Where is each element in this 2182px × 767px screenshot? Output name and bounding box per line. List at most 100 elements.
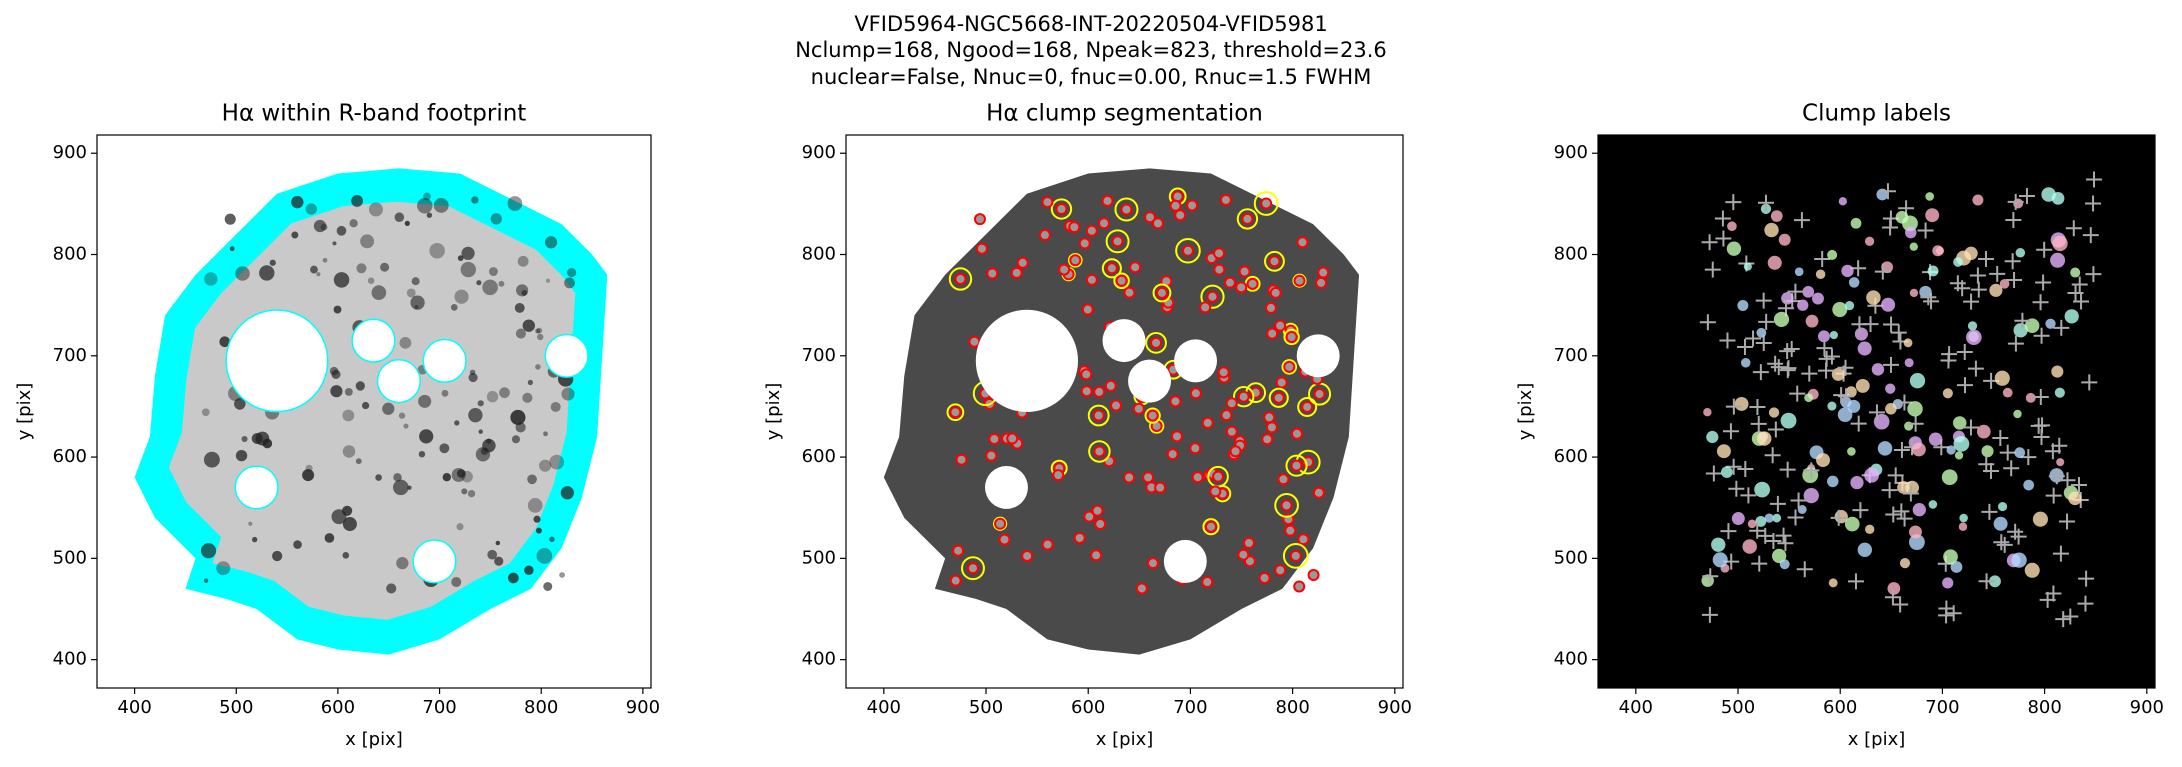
- source: [368, 202, 383, 217]
- source: [494, 556, 504, 566]
- y-tick-label: 800: [53, 244, 87, 265]
- peak: [1701, 234, 1718, 251]
- source: [403, 423, 409, 429]
- peak: [1992, 429, 2009, 446]
- peak: [1999, 444, 2016, 461]
- clump: [1274, 564, 1287, 577]
- source: [487, 549, 498, 560]
- source: [234, 398, 246, 410]
- clump: [1225, 425, 1238, 438]
- source: [490, 213, 502, 225]
- clump: [1243, 537, 1256, 550]
- clump-label: [1895, 210, 1909, 224]
- peak: [2070, 477, 2087, 494]
- clump-label: [1854, 327, 1868, 341]
- source: [382, 402, 395, 415]
- clump-label: [1847, 399, 1861, 413]
- clump-label: [1805, 314, 1819, 328]
- source: [367, 277, 375, 285]
- source: [219, 336, 231, 348]
- clump-label: [1703, 408, 1712, 417]
- clump-label: [2054, 387, 2065, 398]
- source: [252, 536, 258, 543]
- clump: [1110, 399, 1123, 412]
- clump: [1038, 229, 1051, 242]
- source: [410, 295, 425, 310]
- clump-region: [1175, 237, 1201, 264]
- figure-title: nuclear=False, Nnuc=0, fnuc=0.00, Rnuc=1…: [811, 65, 1372, 89]
- clump: [1006, 432, 1019, 445]
- clump: [1151, 217, 1164, 230]
- peak: [2039, 591, 2056, 608]
- clump-label: [1904, 358, 1914, 368]
- source: [426, 212, 433, 218]
- panel: 400 500 600 700 800 900 400 500 600 700 800 900 Hα c…: [763, 101, 1412, 751]
- clump-label: [1909, 242, 1918, 251]
- clump-label: [1989, 575, 2001, 588]
- source: [201, 408, 210, 417]
- peak: [1787, 283, 1804, 300]
- source: [536, 548, 553, 564]
- clump: [1266, 327, 1279, 340]
- source: [407, 485, 412, 490]
- peak: [2086, 171, 2103, 188]
- clump-label: [1857, 542, 1872, 557]
- x-axis-label: x [pix]: [1096, 729, 1154, 750]
- source: [229, 246, 235, 252]
- source: [398, 412, 406, 419]
- clump-label: [1997, 501, 2008, 512]
- clump: [1171, 190, 1184, 203]
- clump: [968, 335, 981, 348]
- clump-label: [1816, 453, 1831, 468]
- source: [527, 498, 543, 513]
- peak: [1850, 415, 1867, 432]
- clump-region: [1281, 359, 1298, 375]
- mask: [1163, 539, 1207, 583]
- clump-label: [1881, 261, 1894, 274]
- clump-label: [1754, 481, 1770, 498]
- peak: [1890, 324, 1907, 341]
- mask: [984, 465, 1028, 509]
- clump: [1073, 531, 1086, 544]
- clump: [1189, 387, 1202, 400]
- peak: [2077, 595, 2094, 612]
- clump: [1169, 199, 1182, 212]
- source: [536, 327, 543, 334]
- peak: [1956, 343, 1973, 360]
- peak: [1949, 275, 1966, 292]
- source: [467, 489, 476, 498]
- clump: [1081, 303, 1094, 316]
- source: [200, 543, 217, 559]
- clump: [1101, 194, 1114, 207]
- source: [468, 372, 478, 383]
- peak: [1790, 492, 1807, 509]
- axes-frame: [96, 134, 652, 689]
- clump-label: [1857, 341, 1872, 356]
- mask: [234, 465, 279, 510]
- peak: [1884, 589, 1901, 606]
- peak: [1767, 421, 1784, 438]
- y-axis-label: y [pix]: [763, 383, 784, 441]
- peak: [1941, 346, 1958, 363]
- clump: [1293, 274, 1306, 287]
- peak: [1887, 467, 1904, 484]
- x-tick-label: 700: [422, 697, 456, 718]
- clump: [1268, 255, 1281, 268]
- source: [291, 231, 299, 239]
- clump: [1285, 330, 1298, 343]
- source: [305, 203, 317, 215]
- peak: [1962, 419, 1979, 436]
- clump: [1093, 385, 1106, 398]
- clump-label: [1925, 192, 1935, 201]
- clump: [1312, 486, 1325, 499]
- clump-label: [1942, 388, 1953, 399]
- peak: [2065, 220, 2082, 237]
- source: [331, 509, 347, 525]
- source: [336, 225, 347, 236]
- source: [539, 459, 552, 472]
- source: [469, 369, 476, 376]
- axes-frame: [1597, 134, 2156, 689]
- clump-region: [1236, 208, 1259, 230]
- clump-label: [1817, 330, 1830, 343]
